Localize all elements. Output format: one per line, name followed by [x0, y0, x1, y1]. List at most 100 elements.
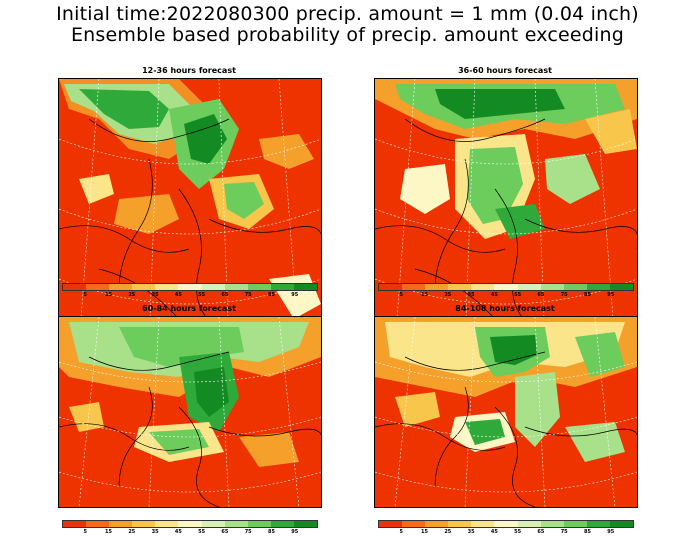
colorbar-swatch	[563, 521, 587, 527]
colorbar-tick-label: 95	[291, 529, 299, 535]
colorbar-tick-label: 15	[421, 529, 429, 535]
colorbar-tick-label: 75	[244, 529, 252, 535]
colorbar-tick-label: 35	[467, 292, 475, 298]
colorbar-tick-label: 85	[267, 292, 275, 298]
colorbar-swatch	[540, 521, 564, 527]
forecast-panel-36-60: 36-60 hours forecast	[374, 66, 638, 346]
colorbar-swatch	[109, 521, 133, 527]
colorbar-swatch	[132, 284, 156, 290]
colorbar-tick-label: 55	[514, 292, 522, 298]
colorbar-swatch	[224, 521, 248, 527]
colorbar-swatch	[270, 284, 294, 290]
colorbar-tick-label: 85	[267, 529, 275, 535]
colorbar-labels: 5 15 25 35 45 55 65 75 85 95	[62, 528, 318, 537]
colorbar-tick-label: 35	[467, 529, 475, 535]
colorbar-swatch	[425, 284, 449, 290]
colorbar-swatch	[563, 284, 587, 290]
panel-title: 84-108 hours forecast	[455, 304, 555, 313]
colorbar-swatch	[609, 521, 634, 527]
colorbar-swatches	[378, 283, 634, 291]
colorbar-tick-label: 65	[221, 529, 229, 535]
colorbar-tick-label: 45	[490, 529, 498, 535]
colorbar-tick-label: 85	[583, 529, 591, 535]
colorbar-tick-label: 15	[105, 529, 113, 535]
colorbar-swatches	[62, 283, 318, 291]
colorbar-tick-label: 35	[151, 292, 159, 298]
panel-title: 12-36 hours forecast	[142, 66, 236, 75]
colorbar-swatch	[201, 521, 225, 527]
colorbar-swatch	[86, 521, 110, 527]
colorbar-swatch	[471, 284, 495, 290]
colorbar-2: 5 15 25 35 45 55 65 75 85 95	[378, 283, 634, 300]
colorbar-swatch	[86, 284, 110, 290]
colorbar-tick-label: 5	[83, 529, 88, 535]
colorbar-swatch	[379, 284, 403, 290]
colorbar-swatch	[540, 284, 564, 290]
colorbar-swatch	[293, 521, 318, 527]
colorbar-swatch	[586, 521, 610, 527]
title-line-2: Ensemble based probability of precip. am…	[70, 24, 625, 46]
colorbar-swatch	[402, 521, 426, 527]
title-line-1: Initial time:2022080300 precip. amount =…	[56, 3, 639, 25]
colorbar-3: 5 15 25 35 45 55 65 75 85 95	[62, 520, 318, 537]
colorbar-1: 5 15 25 35 45 55 65 75 85 95	[62, 283, 318, 300]
colorbar-swatch	[494, 521, 518, 527]
colorbar-swatch	[402, 284, 426, 290]
colorbar-swatch	[63, 521, 87, 527]
colorbar-swatches	[378, 520, 634, 528]
colorbar-swatch	[224, 284, 248, 290]
probability-map	[58, 78, 322, 346]
colorbar-swatch	[155, 284, 179, 290]
colorbar-tick-label: 95	[291, 292, 299, 298]
colorbar-tick-label: 45	[490, 292, 498, 298]
colorbar-labels: 5 15 25 35 45 55 65 75 85 95	[62, 291, 318, 300]
colorbar-labels: 5 15 25 35 45 55 65 75 85 95	[378, 528, 634, 537]
colorbar-tick-label: 5	[399, 529, 404, 535]
colorbar-tick-label: 55	[198, 529, 206, 535]
colorbar-swatch	[471, 521, 495, 527]
colorbar-swatch	[517, 521, 541, 527]
colorbar-tick-label: 55	[198, 292, 206, 298]
colorbar-swatch	[448, 284, 472, 290]
colorbar-swatch	[586, 284, 610, 290]
colorbar-tick-label: 75	[560, 529, 568, 535]
colorbar-swatch	[448, 521, 472, 527]
probability-map	[58, 316, 322, 508]
colorbar-swatch	[247, 284, 271, 290]
colorbar-tick-label: 15	[421, 292, 429, 298]
panel-title: 36-60 hours forecast	[458, 66, 552, 75]
colorbar-tick-label: 95	[607, 292, 615, 298]
colorbar-4: 5 15 25 35 45 55 65 75 85 95	[378, 520, 634, 537]
colorbar-swatch	[63, 284, 87, 290]
probability-map	[374, 316, 638, 508]
colorbar-tick-label: 65	[537, 529, 545, 535]
colorbar-tick-label: 5	[399, 292, 404, 298]
colorbar-tick-label: 45	[174, 292, 182, 298]
forecast-panel-12-36: 12-36 hours forecast	[58, 66, 322, 346]
forecast-panel-84-108: 84-108 hours forecast	[374, 304, 638, 534]
colorbar-swatches	[62, 520, 318, 528]
colorbar-tick-label: 45	[174, 529, 182, 535]
colorbar-tick-label: 75	[244, 292, 252, 298]
panel-title: 60-84 hours forecast	[142, 304, 236, 313]
colorbar-swatch	[270, 521, 294, 527]
colorbar-swatch	[178, 521, 202, 527]
colorbar-swatch	[425, 521, 449, 527]
colorbar-tick-label: 95	[607, 529, 615, 535]
colorbar-swatch	[517, 284, 541, 290]
figure-title: Initial time:2022080300 precip. amount =…	[0, 4, 695, 46]
colorbar-tick-label: 25	[444, 292, 452, 298]
colorbar-tick-label: 65	[537, 292, 545, 298]
colorbar-swatch	[109, 284, 133, 290]
colorbar-swatch	[379, 521, 403, 527]
colorbar-tick-label: 75	[560, 292, 568, 298]
colorbar-swatch	[155, 521, 179, 527]
probability-map	[374, 78, 638, 346]
colorbar-swatch	[201, 284, 225, 290]
colorbar-tick-label: 55	[514, 529, 522, 535]
colorbar-tick-label: 15	[105, 292, 113, 298]
colorbar-tick-label: 35	[151, 529, 159, 535]
colorbar-swatch	[494, 284, 518, 290]
colorbar-swatch	[247, 521, 271, 527]
colorbar-swatch	[132, 521, 156, 527]
